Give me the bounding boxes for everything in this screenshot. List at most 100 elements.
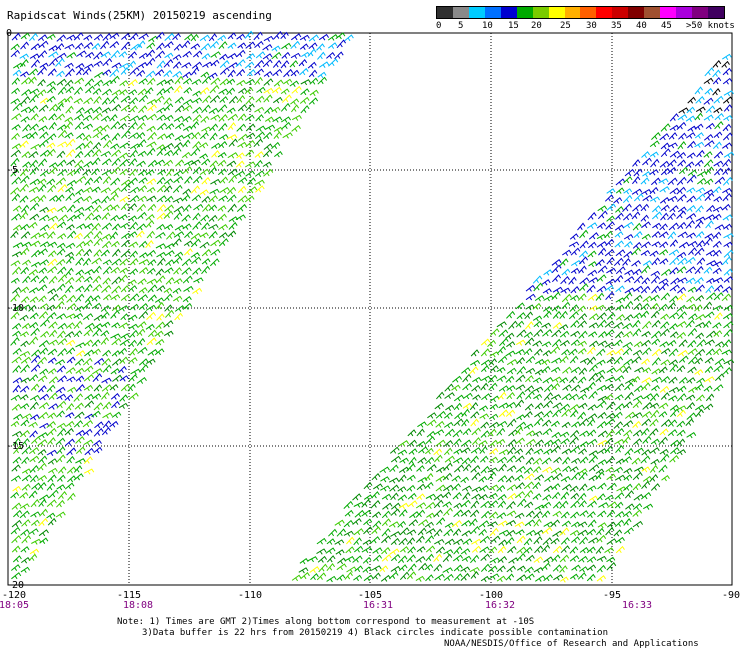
wind-barb xyxy=(649,392,660,402)
wind-barb xyxy=(497,493,507,501)
wind-barb xyxy=(136,203,147,212)
wind-barb xyxy=(64,95,74,103)
wind-barb xyxy=(37,481,47,491)
wind-barb xyxy=(334,51,344,60)
wind-barb xyxy=(173,115,185,123)
wind-barb xyxy=(137,278,147,285)
wind-barb xyxy=(28,269,39,276)
wind-barb xyxy=(37,50,48,59)
wind-barb xyxy=(659,223,668,231)
wind-barb xyxy=(660,123,671,132)
wind-barb xyxy=(687,169,698,177)
wind-barb xyxy=(346,566,357,573)
y-tick-label: 0 xyxy=(6,28,12,39)
wind-barb xyxy=(47,231,56,239)
wind-barb xyxy=(723,328,733,338)
wind-barb xyxy=(470,359,481,367)
wind-barb xyxy=(623,221,634,229)
wind-barb xyxy=(587,346,596,355)
wind-barb xyxy=(92,125,104,133)
wind-barb xyxy=(487,565,498,573)
wind-barb xyxy=(163,185,173,193)
wind-barb xyxy=(74,150,84,159)
wind-barb xyxy=(291,574,302,582)
wind-barb xyxy=(101,88,113,96)
wind-barb xyxy=(137,346,148,354)
wind-barb xyxy=(82,357,93,366)
wind-barb xyxy=(398,440,410,447)
wind-barb xyxy=(570,267,580,274)
wind-barb xyxy=(631,375,641,383)
wind-barb xyxy=(29,88,40,95)
wind-barb xyxy=(146,113,158,121)
wind-barb xyxy=(39,393,50,401)
wind-barb xyxy=(118,347,128,355)
wind-barb xyxy=(659,328,670,337)
wind-barb xyxy=(712,213,722,221)
wind-barb xyxy=(676,186,687,195)
wind-barb xyxy=(12,347,22,355)
wind-barb xyxy=(559,258,569,266)
wind-barb xyxy=(83,195,93,202)
wind-barb xyxy=(93,51,103,60)
wind-barb xyxy=(102,204,114,212)
wind-barb xyxy=(570,492,580,500)
wind-barb xyxy=(75,375,85,383)
wind-barb xyxy=(172,54,182,61)
wind-barb xyxy=(559,340,570,347)
wind-barb xyxy=(244,61,255,69)
wind-barb xyxy=(326,51,336,59)
wind-barb xyxy=(685,266,696,274)
wind-barb xyxy=(559,377,569,384)
wind-barb xyxy=(20,364,30,374)
wind-barb xyxy=(202,61,213,68)
colorbar-segment xyxy=(660,7,677,18)
wind-barb xyxy=(57,86,67,95)
wind-barb xyxy=(10,98,21,105)
wind-barb xyxy=(703,151,713,158)
wind-barb xyxy=(578,483,588,492)
wind-barb xyxy=(649,402,660,409)
wind-barb xyxy=(217,152,227,159)
wind-barb xyxy=(525,456,535,465)
wind-barb xyxy=(336,563,347,571)
wind-barb xyxy=(670,277,681,285)
wind-barb xyxy=(129,329,139,339)
wind-barb xyxy=(20,231,31,239)
wind-barb xyxy=(625,503,635,510)
wind-barb xyxy=(722,339,732,348)
wind-barb xyxy=(560,276,570,285)
wind-barb xyxy=(615,314,625,321)
wind-barb xyxy=(658,231,669,238)
wind-barb xyxy=(595,375,605,383)
wind-barb xyxy=(615,212,624,220)
wind-barb xyxy=(37,248,48,256)
wind-barb xyxy=(516,312,526,320)
wind-barb xyxy=(488,500,499,509)
wind-barb xyxy=(688,247,698,256)
wind-barb xyxy=(633,341,643,348)
wind-barb xyxy=(514,512,525,519)
wind-barb xyxy=(39,241,50,248)
wind-barb xyxy=(218,232,228,239)
wind-barb xyxy=(127,279,137,286)
wind-barb xyxy=(92,157,101,166)
wind-barb xyxy=(19,58,29,68)
wind-barb xyxy=(127,51,138,59)
wind-barb xyxy=(64,79,74,87)
wind-barb xyxy=(138,177,148,184)
wind-barb xyxy=(452,528,462,536)
wind-barb xyxy=(668,395,678,402)
wind-barb xyxy=(208,72,218,79)
wind-barb xyxy=(254,68,265,76)
wind-barb xyxy=(667,429,678,437)
wind-barb xyxy=(660,167,671,176)
wind-barb xyxy=(524,519,536,527)
wind-barb xyxy=(319,61,330,68)
wind-barb xyxy=(487,521,498,528)
wind-barb xyxy=(173,211,183,220)
plot-title: Rapidscat Winds(25KM) 20150219 ascending xyxy=(7,9,272,22)
wind-barb xyxy=(328,528,338,537)
wind-barb xyxy=(73,465,83,473)
wind-barb xyxy=(201,177,211,185)
